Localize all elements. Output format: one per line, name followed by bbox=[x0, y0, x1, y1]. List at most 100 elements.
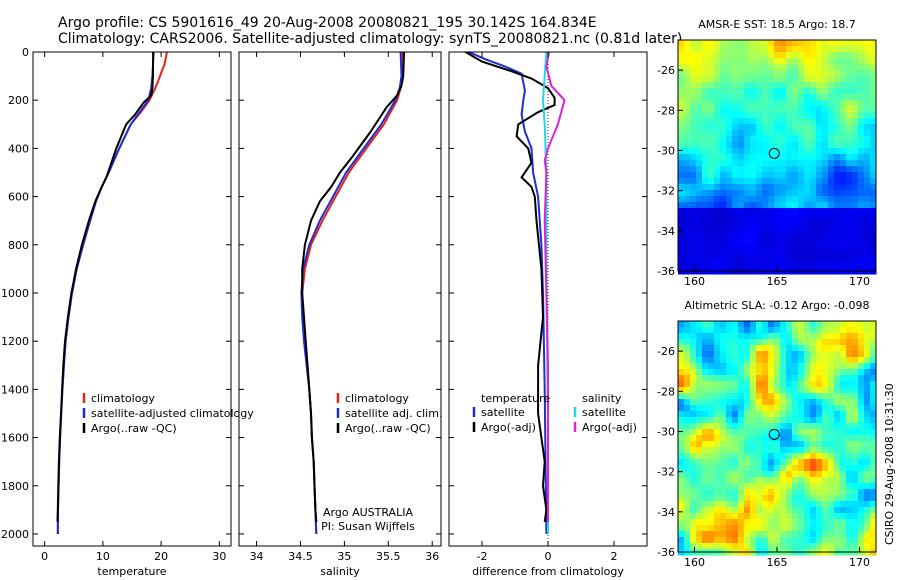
map-cell bbox=[708, 507, 715, 514]
map-cell bbox=[864, 333, 871, 340]
map-cell bbox=[780, 58, 787, 65]
y-tick-label: 1200 bbox=[1, 335, 29, 348]
map-cell bbox=[708, 381, 715, 388]
map-cell bbox=[870, 244, 877, 251]
map-cell bbox=[834, 327, 841, 334]
map-cell bbox=[870, 321, 877, 328]
map-cell bbox=[804, 543, 811, 550]
map-cell bbox=[858, 357, 865, 364]
map-cell bbox=[768, 525, 775, 532]
map-cell bbox=[786, 172, 793, 179]
map-cell bbox=[756, 471, 763, 478]
map-cell bbox=[834, 238, 841, 245]
map-cell bbox=[756, 447, 763, 454]
map-cell bbox=[822, 459, 829, 466]
map-cell bbox=[714, 531, 721, 538]
map-cell bbox=[690, 40, 697, 47]
map-cell bbox=[828, 100, 835, 107]
map-cell bbox=[780, 130, 787, 137]
map-cell bbox=[756, 411, 763, 418]
map-cell bbox=[750, 190, 757, 197]
map-cell bbox=[846, 369, 853, 376]
map-cell bbox=[786, 459, 793, 466]
map-cell bbox=[810, 190, 817, 197]
map-cell bbox=[714, 46, 721, 53]
map-cell bbox=[732, 543, 739, 550]
map-cell bbox=[756, 262, 763, 269]
map-cell bbox=[852, 417, 859, 424]
map-cell bbox=[696, 441, 703, 448]
map-cell bbox=[798, 483, 805, 490]
map-cell bbox=[750, 100, 757, 107]
map-cell bbox=[678, 190, 685, 197]
map-cell bbox=[840, 537, 847, 544]
map-cell bbox=[828, 471, 835, 478]
map-cell bbox=[792, 256, 799, 263]
map-cell bbox=[726, 58, 733, 65]
map-cell bbox=[768, 375, 775, 382]
map-cell bbox=[822, 112, 829, 119]
series-line-1-3 bbox=[56, 51, 155, 522]
map-cell bbox=[690, 399, 697, 406]
map-cell bbox=[738, 525, 745, 532]
map-cell bbox=[840, 411, 847, 418]
map-cell bbox=[762, 531, 769, 538]
map-cell bbox=[828, 399, 835, 406]
map-cell bbox=[846, 232, 853, 239]
map-cell bbox=[870, 327, 877, 334]
map-cell bbox=[810, 64, 817, 71]
map-cell bbox=[690, 363, 697, 370]
map-cell bbox=[720, 387, 727, 394]
map-cell bbox=[810, 100, 817, 107]
map-cell bbox=[678, 531, 685, 538]
map-cell bbox=[846, 465, 853, 472]
map-cell bbox=[750, 393, 757, 400]
map-cell bbox=[792, 411, 799, 418]
map-cell bbox=[852, 76, 859, 83]
map-cell bbox=[690, 453, 697, 460]
map-cell bbox=[804, 148, 811, 155]
map-cell bbox=[828, 172, 835, 179]
map-cell bbox=[708, 363, 715, 370]
map-cell bbox=[756, 519, 763, 526]
map-cell bbox=[834, 381, 841, 388]
map-cell bbox=[816, 423, 823, 430]
map-cell bbox=[732, 190, 739, 197]
map-cell bbox=[762, 321, 769, 328]
map-cell bbox=[726, 357, 733, 364]
map-cell bbox=[696, 351, 703, 358]
map-cell bbox=[690, 166, 697, 173]
map-cell bbox=[726, 375, 733, 382]
map-cell bbox=[864, 196, 871, 203]
map-cell bbox=[852, 351, 859, 358]
map-cell bbox=[684, 94, 691, 101]
map-cell bbox=[822, 417, 829, 424]
map-cell bbox=[678, 142, 685, 149]
map-cell bbox=[858, 471, 865, 478]
map-cell bbox=[834, 483, 841, 490]
map-cell bbox=[678, 40, 685, 47]
map-cell bbox=[786, 178, 793, 185]
map-cell bbox=[690, 100, 697, 107]
map-cell bbox=[798, 501, 805, 508]
map-cell bbox=[732, 375, 739, 382]
map-cell bbox=[822, 405, 829, 412]
map-cell bbox=[846, 537, 853, 544]
map-cell bbox=[762, 339, 769, 346]
map-cell bbox=[786, 214, 793, 221]
map-cell bbox=[834, 459, 841, 466]
map-cell bbox=[852, 531, 859, 538]
map-cell bbox=[858, 351, 865, 358]
map-cell bbox=[822, 447, 829, 454]
map-cell bbox=[870, 429, 877, 436]
map-cell bbox=[858, 64, 865, 71]
map-cell bbox=[768, 94, 775, 101]
map-cell bbox=[756, 501, 763, 508]
map-cell bbox=[840, 202, 847, 209]
map-cell bbox=[810, 58, 817, 65]
map-cell bbox=[804, 220, 811, 227]
map-cell bbox=[804, 363, 811, 370]
map-cell bbox=[762, 525, 769, 532]
map-cell bbox=[756, 46, 763, 53]
map-cell bbox=[762, 262, 769, 269]
